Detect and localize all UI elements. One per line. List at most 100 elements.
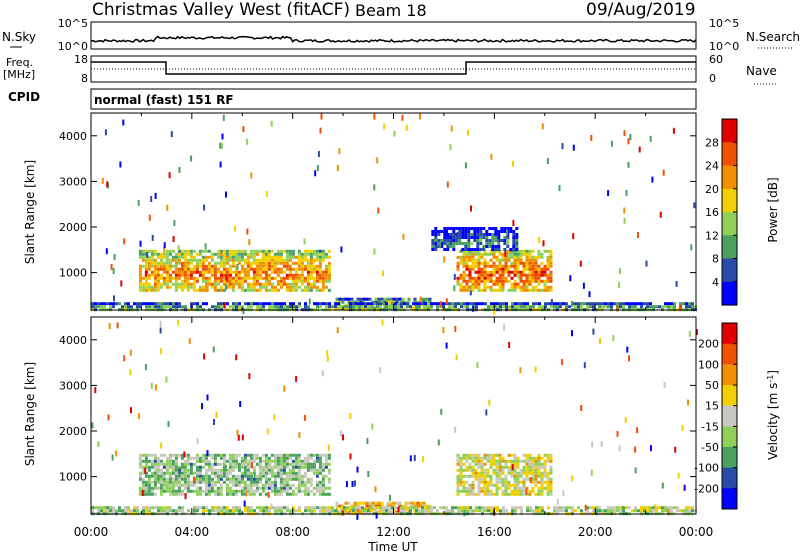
- heatmap-cell: [531, 288, 535, 292]
- heatmap-cell: [646, 305, 649, 309]
- heatmap-cell: [300, 276, 304, 280]
- heatmap-cell: [246, 276, 250, 280]
- heatmap-cell: [160, 509, 163, 513]
- heatmap-cell: [495, 465, 499, 469]
- heatmap-cell: [443, 236, 447, 239]
- heatmap-cell: [480, 252, 484, 256]
- noise-line: [90, 35, 697, 43]
- heatmap-cell: [163, 506, 166, 510]
- heatmap-cell: [240, 459, 244, 463]
- heatmap-cell: [255, 273, 259, 277]
- heatmap-cell: [413, 297, 417, 301]
- heatmap-cell: [465, 258, 469, 262]
- heatmap-cell: [460, 302, 463, 306]
- heatmap-cell: [294, 453, 298, 457]
- heatmap-cell: [273, 255, 277, 259]
- heatmap-cell: [240, 489, 244, 493]
- heatmap-cell: [464, 230, 468, 233]
- heatmap-cell: [204, 459, 208, 463]
- heatmap-cell: [147, 486, 151, 490]
- heatmap-cell: [534, 255, 538, 259]
- heatmap-cell: [252, 258, 256, 262]
- heatmap-cell: [214, 305, 217, 309]
- heatmap-cell: [220, 509, 223, 513]
- heatmap-cell: [477, 459, 481, 463]
- heatmap-cell: [183, 459, 187, 463]
- heatmap-cell: [175, 509, 178, 513]
- heatmap-cell: [519, 249, 523, 253]
- heatmap-cell: [222, 264, 226, 268]
- heatmap-cell: [462, 456, 466, 460]
- heatmap-cell: [494, 236, 498, 239]
- heatmap-cell: [267, 282, 271, 286]
- colorbar-tick-label: -15: [701, 420, 719, 433]
- heatmap-cell: [163, 509, 166, 513]
- heatmap-cell: [280, 506, 283, 510]
- heatmap-cell: [661, 509, 664, 513]
- heatmap-cell: [627, 138, 630, 145]
- heatmap-cell: [421, 506, 424, 510]
- heatmap-cell: [171, 270, 175, 274]
- heatmap-cell: [497, 248, 501, 251]
- heatmap-cell: [577, 506, 580, 510]
- heatmap-cell: [315, 273, 319, 277]
- heatmap-cell: [465, 456, 469, 460]
- heatmap-cell: [270, 282, 274, 286]
- heatmap-cell: [361, 305, 364, 309]
- heatmap-cell: [538, 302, 541, 306]
- heatmap-cell: [537, 471, 541, 475]
- heatmap-cell: [294, 492, 298, 496]
- heatmap-cell: [258, 462, 262, 466]
- heatmap-cell: [495, 258, 499, 262]
- heatmap-cell: [294, 255, 298, 259]
- heatmap-cell: [270, 261, 274, 265]
- heatmap-cell: [183, 477, 187, 481]
- heatmap-cell: [640, 305, 643, 309]
- heatmap-cell: [654, 504, 657, 511]
- heatmap-cell: [165, 486, 169, 490]
- heatmap-cell: [165, 276, 169, 280]
- heatmap-cell: [543, 486, 547, 490]
- heatmap-cell: [374, 297, 378, 301]
- heatmap-cell: [231, 483, 235, 487]
- heatmap-cell: [589, 302, 592, 306]
- heatmap-cell: [546, 261, 550, 265]
- heatmap-cell: [525, 288, 529, 292]
- heatmap-cell: [207, 474, 211, 478]
- heatmap-cell: [127, 305, 130, 309]
- heatmap-cell: [415, 305, 418, 309]
- heatmap-cell: [474, 261, 478, 265]
- heatmap-cell: [178, 305, 181, 309]
- heatmap-cell: [525, 465, 529, 469]
- heatmap-cell: [235, 506, 238, 510]
- heatmap-cell: [376, 157, 379, 164]
- heatmap-cell: [174, 258, 178, 262]
- heatmap-cell: [171, 255, 175, 259]
- heatmap-cell: [165, 258, 169, 262]
- heatmap-cell: [595, 509, 598, 513]
- heatmap-cell: [303, 238, 306, 245]
- heatmap-cell: [480, 279, 484, 283]
- heatmap-cell: [515, 227, 519, 230]
- heatmap-cell: [195, 492, 199, 496]
- heatmap-cell: [115, 302, 118, 306]
- heatmap-cell: [462, 273, 466, 277]
- heatmap-cell: [331, 509, 334, 513]
- heatmap-cell: [207, 255, 211, 259]
- heatmap-cell: [376, 506, 379, 510]
- heatmap-cell: [177, 492, 181, 496]
- heatmap-cell: [483, 468, 487, 472]
- heatmap-cell: [454, 305, 457, 309]
- heatmap-cell: [688, 305, 691, 309]
- heatmap-cell: [222, 249, 226, 253]
- heatmap-cell: [273, 285, 277, 289]
- heatmap-cell: [255, 261, 259, 265]
- heatmap-cell: [144, 270, 147, 277]
- heatmap-cell: [531, 267, 535, 271]
- heatmap-cell: [237, 282, 241, 286]
- heatmap-cell: [285, 252, 289, 256]
- heatmap-cell: [610, 140, 613, 147]
- heatmap-cell: [222, 267, 226, 271]
- heatmap-cell: [144, 471, 148, 475]
- heatmap-cell: [404, 501, 408, 505]
